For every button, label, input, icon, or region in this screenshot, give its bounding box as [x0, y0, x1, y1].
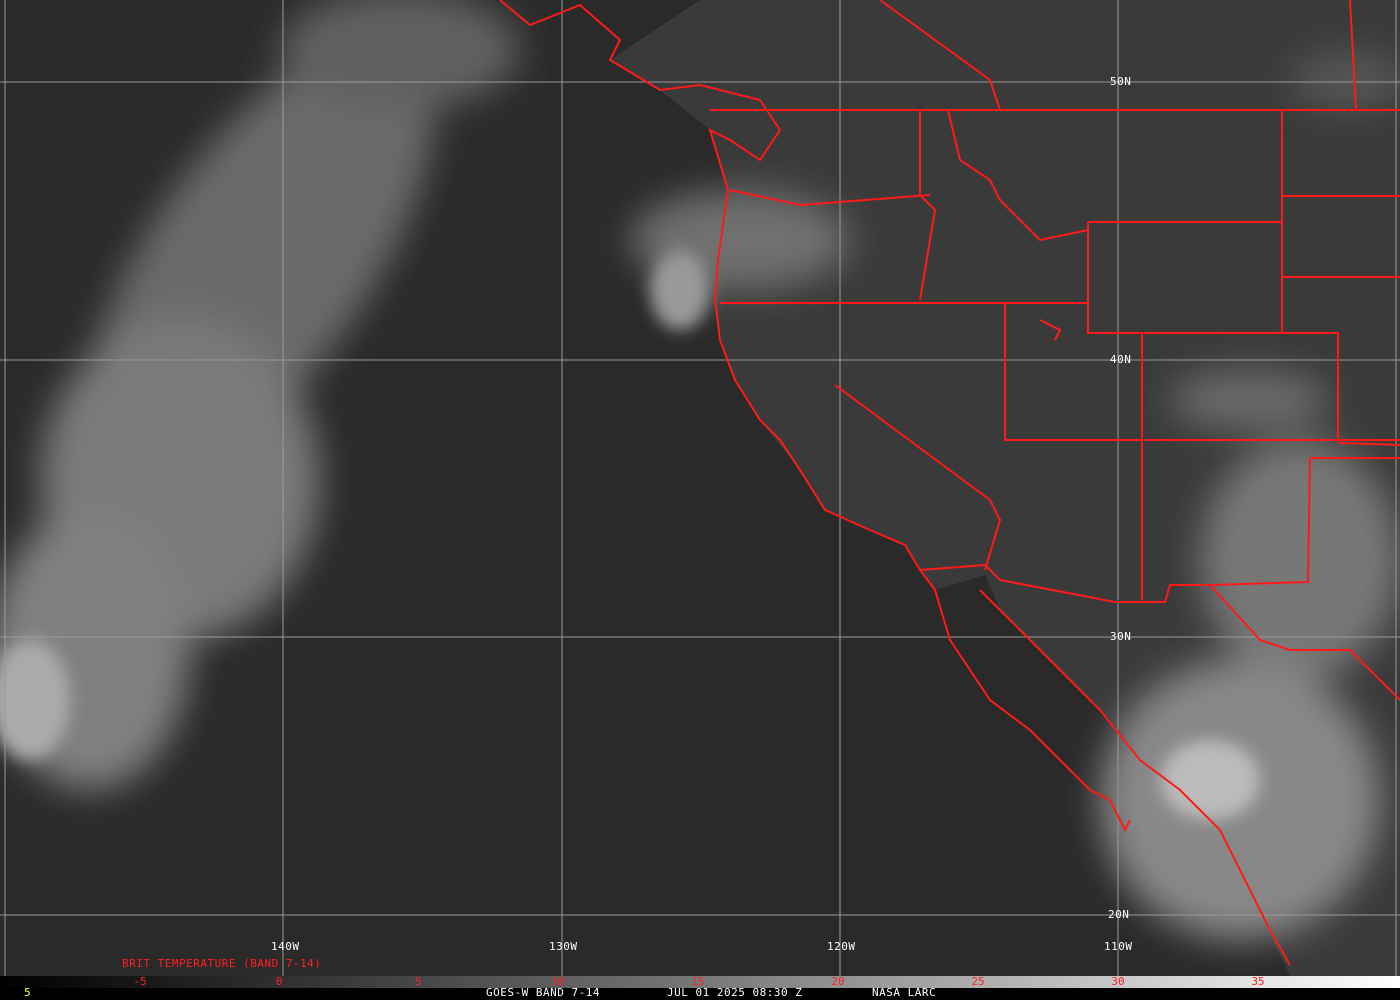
bright-cloud-tops [0, 250, 1260, 820]
pacific-coastline [499, 0, 1131, 833]
lon-label-110w: 110W [1104, 940, 1133, 953]
lat-lon-grid [0, 0, 1400, 976]
coastlines-and-borders [499, 0, 1400, 966]
idaho-border [919, 110, 937, 301]
lat-label-30n: 30N [1110, 630, 1132, 643]
datetime-label: JUL 01 2025 08:30 Z [667, 986, 803, 999]
lon-label-120w: 120W [827, 940, 856, 953]
colorbar [0, 976, 1400, 988]
wa-or-border [729, 189, 931, 207]
us-mexico-border [919, 563, 1400, 701]
colorbar-tick: 0 [275, 975, 283, 988]
lon-label-130w: 130W [549, 940, 578, 953]
colorbar-tick: 20 [831, 975, 845, 988]
source-label: NASA LARC [872, 986, 937, 999]
footer-bar [0, 988, 1400, 1000]
gulf-of-california-coastline [979, 589, 1291, 966]
lon-label-140w: 140W [271, 940, 300, 953]
colorbar-tick: 5 [414, 975, 422, 988]
product-label: GOES-W BAND 7-14 [486, 986, 600, 999]
colorbar-tick: -5 [133, 975, 147, 988]
colorbar-tick: 30 [1111, 975, 1125, 988]
colorbar-tick: 10 [551, 975, 565, 988]
colorbar-tick: 35 [1251, 975, 1265, 988]
canada-provincial-border [879, 0, 1001, 111]
ca-nv-border [1004, 303, 1400, 441]
frame-number: 5 [24, 986, 32, 999]
colorbar-title: BRIT TEMPERATURE (BAND 7-14) [122, 957, 322, 970]
lat-label-20n: 20N [1108, 908, 1130, 921]
colorbar-tick: 25 [971, 975, 985, 988]
lat-label-40n: 40N [1110, 353, 1132, 366]
colorbar-tick: 15 [691, 975, 705, 988]
lat-label-50n: 50N [1110, 75, 1132, 88]
